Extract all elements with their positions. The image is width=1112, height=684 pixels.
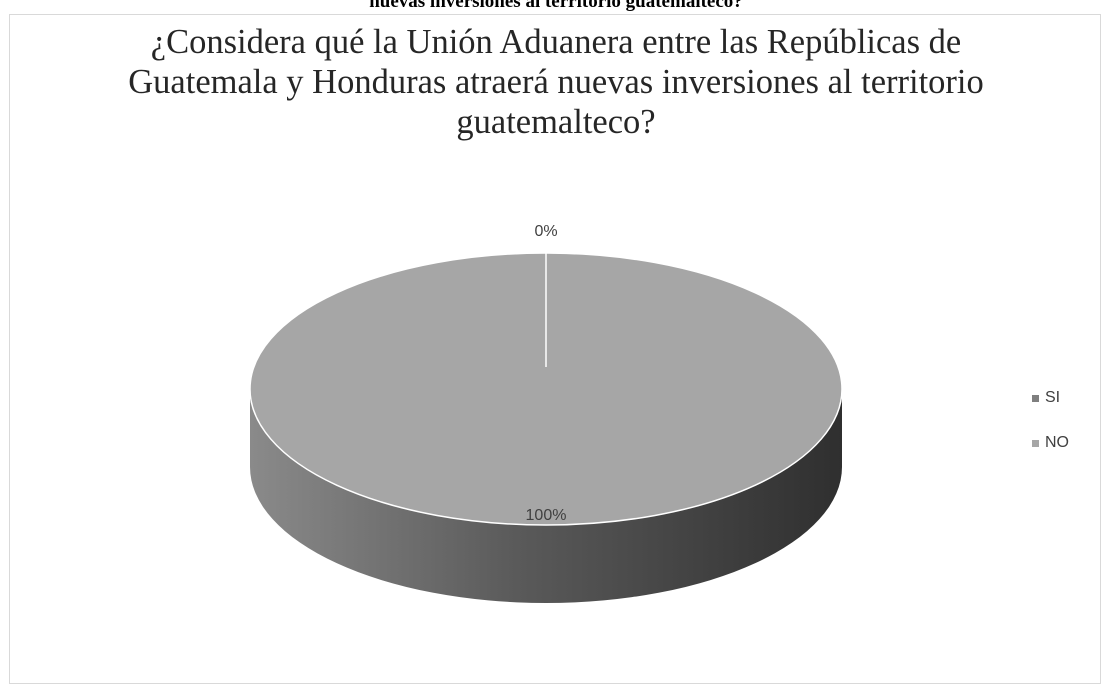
legend-swatch (1032, 439, 1039, 447)
page-caption: nuevas inversiones al territorio guatema… (369, 0, 743, 12)
legend-item-no: NO (1032, 431, 1069, 455)
chart-title: ¿Considera qué la Unión Aduanera entre l… (128, 23, 984, 141)
data-label-si: 0% (534, 223, 557, 240)
pie-side-wall (250, 389, 842, 603)
legend-label: NO (1045, 434, 1069, 451)
legend-label: SI (1045, 389, 1061, 406)
legend-swatch (1032, 394, 1039, 402)
data-label-no: 100% (526, 507, 567, 524)
pie-chart: 0% 100% (249, 223, 843, 603)
chart-legend: SI NO (1032, 386, 1069, 476)
legend-item-si: SI (1032, 386, 1069, 410)
